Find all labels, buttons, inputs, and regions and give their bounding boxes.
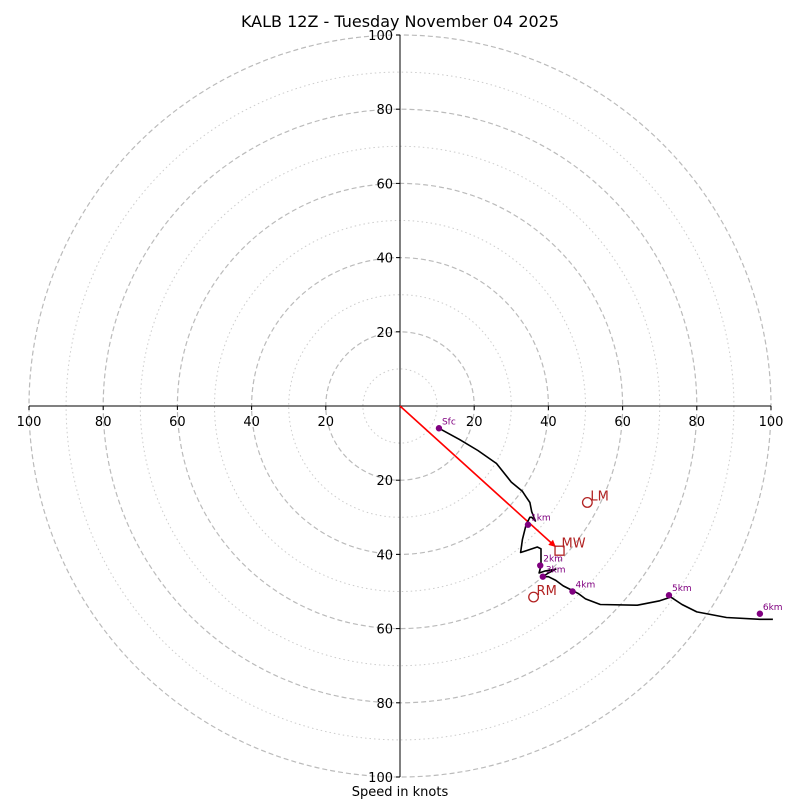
height-marker-3km [539, 573, 547, 580]
mean-wind-marker [554, 545, 565, 556]
tick-label-left-80: 80 [95, 415, 112, 430]
tick-label-left-60: 60 [169, 415, 186, 430]
tick-label-left-20: 20 [318, 415, 335, 430]
tick-label-right-80: 80 [689, 415, 706, 430]
height-label-3km: 3km [546, 566, 566, 576]
height-marker-1km [524, 521, 532, 528]
tick-label-left-100: 100 [17, 415, 42, 430]
height-marker-sfc [435, 425, 443, 432]
tick-label-top-80: 80 [376, 103, 393, 118]
height-label-4km: 4km [576, 581, 596, 591]
tick-label-bottom-20: 20 [376, 474, 393, 489]
left-mover-label: LM [590, 489, 608, 504]
tick-label-bottom-40: 40 [376, 548, 393, 563]
tick-label-right-40: 40 [540, 415, 557, 430]
right-mover-label: RM [537, 584, 557, 599]
speed-tick-labels: 20 20 40 40 60 60 80 80 100 100 20 20 40 40 60 60 80 80 10… [17, 29, 784, 786]
right-mover-marker [528, 591, 540, 603]
left-mover-marker [581, 497, 593, 508]
chart-title: KALB 12Z - Tuesday November 04 2025 [241, 12, 559, 31]
height-label-5km: 5km [672, 584, 692, 594]
height-label-1km: 1km [531, 514, 551, 524]
tick-label-top-40: 40 [376, 252, 393, 267]
tick-label-bottom-100: 100 [368, 771, 393, 786]
hodograph-trace [438, 427, 773, 621]
height-marker-6km [756, 610, 764, 617]
tick-label-top-60: 60 [376, 177, 393, 192]
height-label-sfc: Sfc [442, 417, 456, 427]
tick-label-bottom-80: 80 [376, 697, 393, 712]
shear-vector-arrowhead [548, 539, 556, 547]
tick-label-right-60: 60 [614, 415, 631, 430]
height-label-6km: 6km [763, 603, 783, 613]
tick-label-right-100: 100 [759, 415, 784, 430]
tick-label-right-20: 20 [466, 415, 483, 430]
tick-label-top-100: 100 [368, 29, 393, 44]
height-marker-2km [537, 562, 544, 569]
tick-label-top-20: 20 [376, 326, 393, 341]
height-marker-5km [665, 592, 673, 599]
x-axis-label: Speed in knots [352, 785, 449, 800]
tick-label-left-40: 40 [243, 415, 260, 430]
height-label-2km: 2km [543, 555, 563, 565]
tick-label-bottom-60: 60 [376, 623, 393, 638]
height-marker-4km [569, 588, 576, 595]
mean-wind-label: MW [562, 537, 586, 552]
